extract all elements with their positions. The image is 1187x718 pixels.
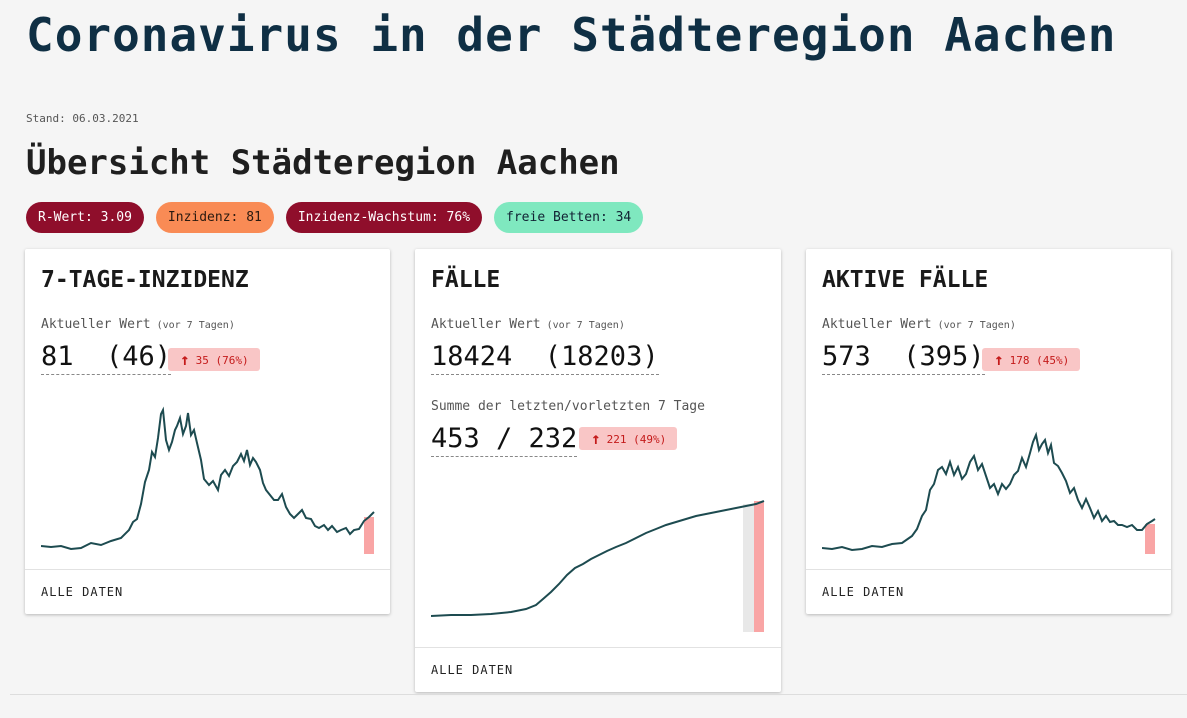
page-title: Coronavirus in der Städteregion Aachen: [26, 8, 1117, 62]
freie-betten-badge: freie Betten: 34: [494, 202, 644, 233]
metric-value: 18424 (18203): [431, 341, 659, 375]
aktive-faelle-chart: [822, 431, 1156, 554]
metric-label-small: (vor 7 Tagen): [156, 320, 235, 331]
card-aktive-faelle: AKTIVE FÄLLE Aktueller Wert (vor 7 Tagen)…: [806, 249, 1171, 614]
highlight-bar: [364, 517, 374, 554]
metric-label-small: (vor 7 Tagen): [937, 320, 1016, 331]
metric-label-text: Aktueller Wert: [41, 317, 151, 332]
delta-badge: ↑ 221 (49%): [579, 427, 678, 450]
metric-value: 81 (46): [41, 341, 172, 375]
inzidenz-line: [41, 406, 375, 551]
r-wert-badge: R-Wert: 3.09: [26, 202, 144, 233]
delta-text: 35 (76%): [195, 354, 249, 367]
arrow-up-icon: ↑: [994, 350, 1004, 369]
badge-row: R-Wert: 3.09 Inzidenz: 81 Inzidenz-Wachs…: [26, 202, 644, 233]
faelle-line: [431, 500, 765, 617]
card-title: AKTIVE FÄLLE: [822, 267, 989, 293]
alle-daten-link[interactable]: ALLE DATEN: [431, 663, 514, 677]
card-inzidenz: 7-TAGE-INZIDENZ Aktueller Wert (vor 7 Tag…: [25, 249, 390, 614]
card-title: 7-TAGE-INZIDENZ: [41, 267, 249, 293]
metric-label-text: Aktueller Wert: [431, 317, 541, 332]
metric-label-small: (vor 7 Tagen): [546, 320, 625, 331]
card-footer: ALLE DATEN: [25, 569, 390, 614]
metric-label-text: Aktueller Wert: [822, 317, 932, 332]
alle-daten-link[interactable]: ALLE DATEN: [822, 585, 905, 599]
card-title: FÄLLE: [431, 267, 501, 293]
highlight-bar: [1145, 524, 1155, 554]
metric-label-sum: Summe der letzten/vorletzten 7 Tage: [431, 399, 705, 414]
card-footer: ALLE DATEN: [806, 569, 1171, 614]
bottom-divider: [10, 694, 1187, 695]
delta-badge: ↑ 35 (76%): [168, 348, 260, 371]
alle-daten-link[interactable]: ALLE DATEN: [41, 585, 124, 599]
stand-date: Stand: 06.03.2021: [26, 112, 139, 125]
section-title: Übersicht Städteregion Aachen: [26, 143, 620, 183]
inzidenz-chart: [41, 406, 375, 554]
inzidenz-badge: Inzidenz: 81: [155, 202, 274, 233]
faelle-chart: [431, 500, 765, 632]
aktive-line: [822, 431, 1156, 552]
arrow-up-icon: ↑: [180, 350, 190, 369]
metric-label: Aktueller Wert (vor 7 Tagen): [41, 317, 235, 332]
arrow-up-icon: ↑: [591, 429, 601, 448]
card-faelle: FÄLLE Aktueller Wert (vor 7 Tagen) 18424 …: [415, 249, 781, 692]
metric-value: 573 (395): [822, 341, 985, 375]
metric-label: Aktueller Wert (vor 7 Tagen): [431, 317, 625, 332]
delta-text: 221 (49%): [606, 433, 667, 446]
inzidenz-wachstum-badge: Inzidenz-Wachstum: 76%: [285, 202, 483, 233]
card-footer: ALLE DATEN: [415, 647, 781, 692]
metric-value-sum: 453 / 232: [431, 423, 578, 457]
delta-badge: ↑ 178 (45%): [982, 348, 1081, 371]
metric-label: Aktueller Wert (vor 7 Tagen): [822, 317, 1016, 332]
delta-text: 178 (45%): [1009, 354, 1070, 367]
highlight-bar-bg: [743, 504, 754, 632]
highlight-bar: [754, 501, 764, 632]
